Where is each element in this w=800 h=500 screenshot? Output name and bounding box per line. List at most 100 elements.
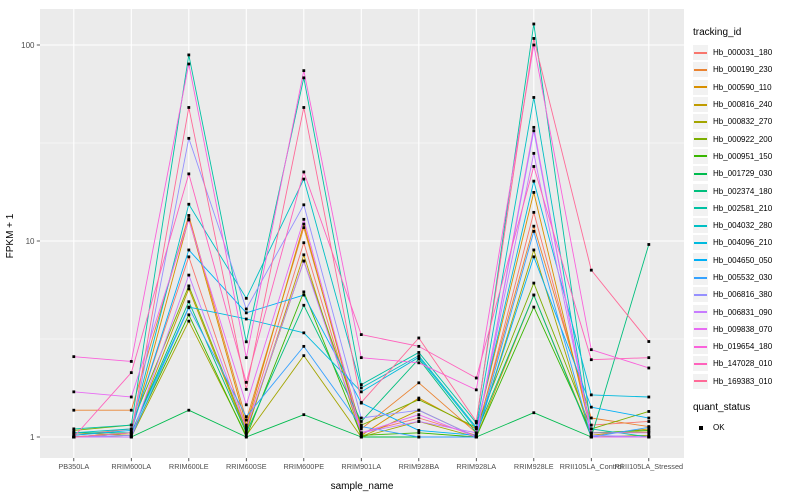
legend-item: Hb_019654_180 (693, 338, 799, 355)
data-point (244, 423, 248, 427)
legend-item: Hb_004096_210 (693, 234, 799, 251)
data-point (532, 305, 536, 309)
legend-line-icon (694, 190, 707, 193)
legend-item: Hb_009838_070 (693, 321, 799, 338)
data-point (474, 421, 478, 425)
data-point (417, 361, 421, 365)
data-point (532, 293, 536, 297)
legend: tracking_id Hb_000031_180 Hb_000190_230 Hb… (693, 27, 799, 436)
data-point (244, 387, 248, 391)
legend-item: Hb_147028_010 (693, 355, 799, 372)
data-point (589, 416, 593, 420)
data-point (187, 248, 191, 252)
data-point (187, 106, 191, 109)
data-point (72, 433, 76, 437)
legend-line-icon (694, 86, 707, 89)
legend-key-swatch (693, 420, 708, 436)
x-tick-label: RRIM928BA (399, 462, 440, 471)
legend-item-label: OK (713, 423, 725, 433)
legend-item-label: Hb_009838_070 (713, 324, 773, 334)
data-point (302, 290, 306, 294)
data-point (302, 293, 306, 297)
legend-item-label: Hb_000590_110 (713, 82, 772, 92)
data-point (417, 351, 421, 354)
legend-item-label: Hb_005532_030 (713, 273, 773, 282)
data-point (302, 69, 306, 73)
legend-item-label: Hb_002581_210 (713, 203, 773, 213)
x-tick-label: RRIM600PE (284, 462, 325, 471)
data-point (359, 386, 363, 390)
quant-legend-items: OK (693, 419, 799, 436)
data-point (244, 340, 248, 344)
data-point (72, 355, 76, 359)
data-point (589, 435, 593, 439)
data-point (532, 190, 536, 194)
tracking-legend-items: Hb_000031_180 Hb_000190_230 Hb_000590_110 H… (693, 44, 799, 390)
data-point (417, 355, 421, 359)
y-tick-label: 10 (26, 237, 35, 246)
legend-key-swatch (693, 373, 708, 389)
data-point (532, 210, 536, 214)
legend-item-label: Hb_000832_270 (713, 117, 773, 127)
data-point (417, 396, 421, 400)
legend-item: Hb_000031_180 (693, 44, 799, 61)
data-point (532, 229, 536, 233)
data-point (359, 435, 363, 439)
data-point (302, 170, 306, 174)
data-point (417, 429, 421, 432)
x-tick-label: RRIM600SE (226, 462, 267, 471)
data-point (647, 356, 651, 360)
data-point (187, 62, 191, 66)
legend-line-icon (694, 138, 707, 141)
legend-item: Hb_000951_150 (693, 148, 799, 165)
data-point (417, 354, 421, 358)
data-point (647, 416, 651, 420)
square-point-icon (698, 425, 703, 430)
legend-key-swatch (693, 270, 708, 285)
legend-line-icon (694, 380, 707, 383)
legend-item-label: Hb_000190_230 (713, 65, 773, 75)
data-point (359, 383, 363, 387)
data-point (589, 393, 593, 397)
legend-item-label: Hb_000816_240 (713, 100, 773, 110)
data-point (532, 129, 536, 133)
data-point (302, 259, 306, 263)
data-point (302, 217, 306, 221)
data-point (72, 408, 76, 412)
data-point (244, 380, 248, 384)
legend-line-icon (694, 155, 707, 158)
legend-key-swatch (693, 166, 708, 182)
data-point (359, 416, 363, 420)
data-point (532, 37, 536, 40)
data-point (187, 408, 191, 412)
legend-key-swatch (693, 114, 708, 130)
data-point (589, 358, 593, 362)
legend-key-swatch (693, 79, 708, 95)
data-point (417, 398, 421, 402)
data-point (474, 425, 478, 429)
data-point (589, 431, 593, 435)
legend-key-swatch (693, 287, 708, 303)
data-point (589, 427, 593, 431)
data-point (244, 431, 248, 435)
legend-line-icon (694, 172, 707, 175)
data-point (187, 287, 191, 291)
data-point (532, 165, 536, 168)
legend-line-icon (694, 276, 707, 279)
data-point (589, 433, 593, 437)
legend-line-icon (694, 328, 707, 331)
data-point (359, 356, 363, 360)
data-point (187, 306, 191, 310)
legend-key-swatch (693, 235, 708, 251)
data-point (647, 433, 651, 437)
data-point (244, 418, 248, 422)
data-point (129, 408, 133, 412)
data-point (187, 313, 191, 317)
x-tick-label: RRIM928LA (456, 462, 496, 471)
data-point (244, 307, 248, 311)
legend-item-quant: OK (693, 419, 799, 436)
data-point (532, 179, 536, 183)
data-point (187, 53, 191, 57)
